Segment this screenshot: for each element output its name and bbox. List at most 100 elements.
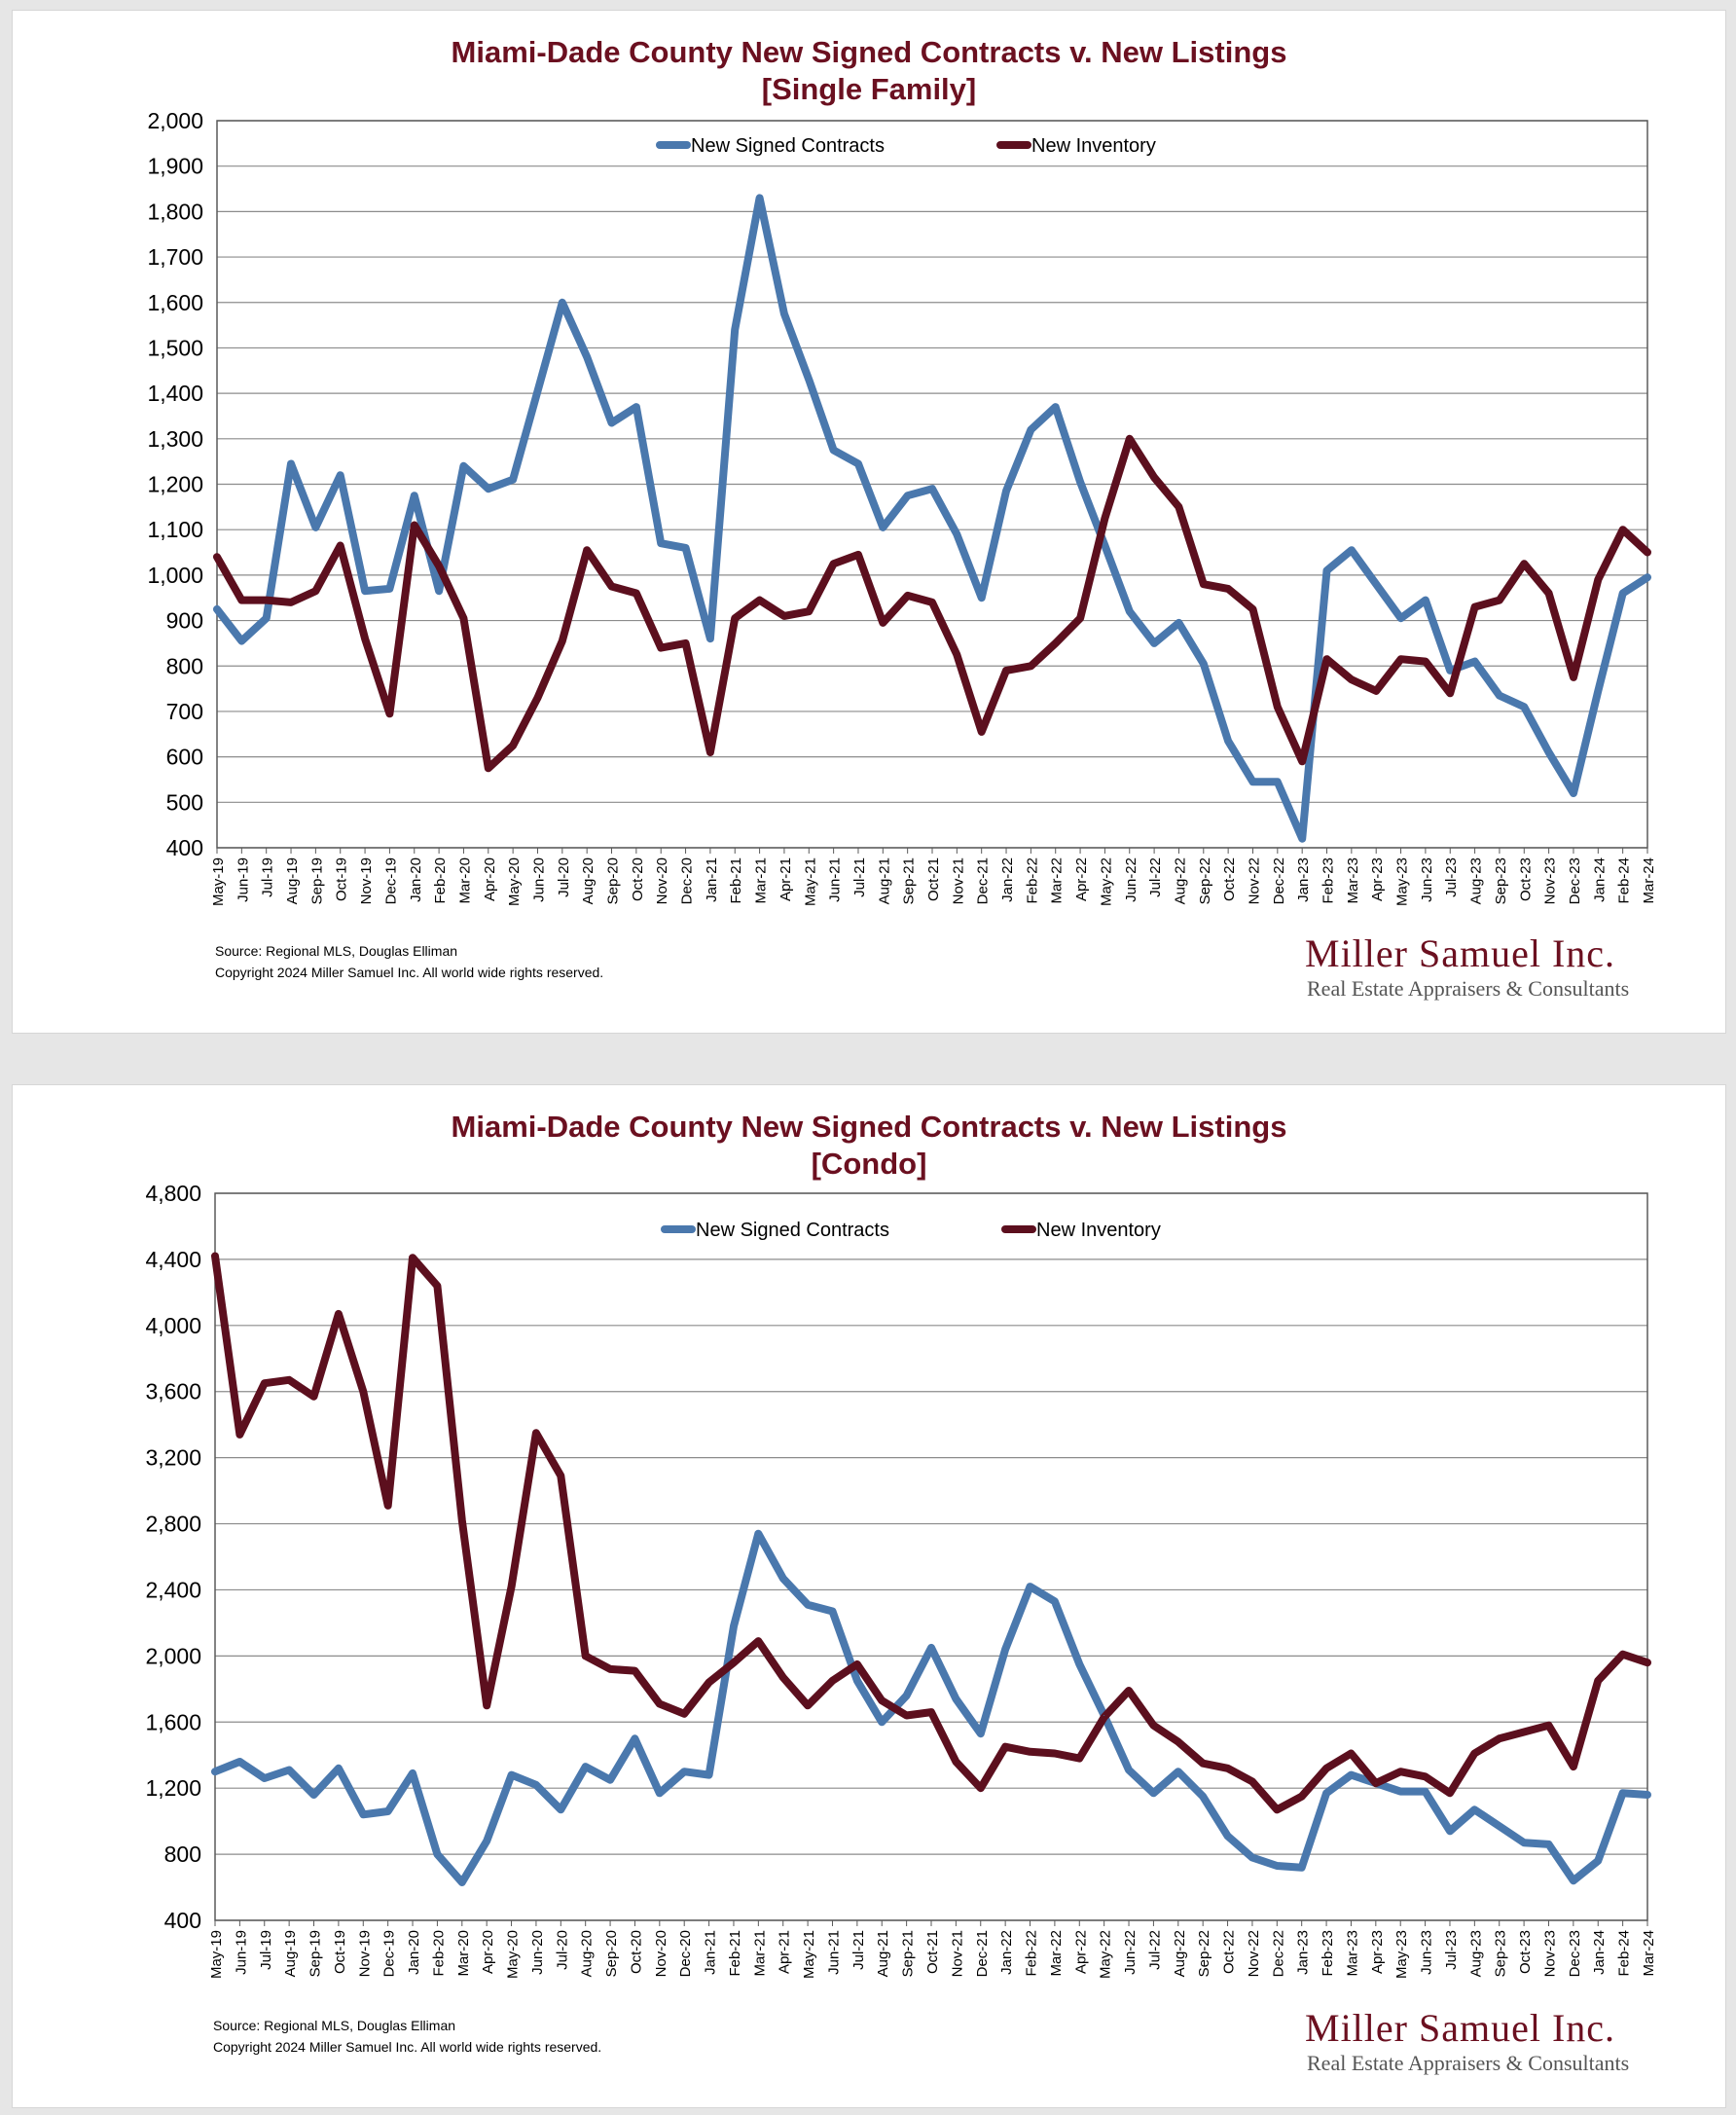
data-point bbox=[1425, 1775, 1427, 1777]
data-point bbox=[1325, 1792, 1327, 1794]
data-point bbox=[611, 421, 613, 423]
x-tick-label: Nov-22 bbox=[1246, 857, 1262, 904]
data-point bbox=[1079, 481, 1081, 483]
data-point bbox=[266, 617, 268, 619]
data-point bbox=[1177, 1770, 1179, 1772]
data-point bbox=[1400, 658, 1402, 660]
data-point bbox=[1055, 406, 1057, 408]
data-point bbox=[609, 1779, 611, 1781]
data-point bbox=[759, 600, 761, 602]
data-point bbox=[1375, 690, 1377, 692]
x-tick-label: Sep-19 bbox=[307, 1930, 324, 1977]
legend-label: New Signed Contracts bbox=[691, 135, 885, 157]
x-tick-label: Jun-21 bbox=[825, 1930, 842, 1975]
series-line-inventory bbox=[211, 1252, 1651, 1814]
x-tick-label: Jan-20 bbox=[406, 1930, 422, 1975]
x-tick-label: Dec-23 bbox=[1567, 1930, 1583, 1977]
x-tick-label: Jun-19 bbox=[233, 1930, 249, 1975]
data-point bbox=[387, 1505, 389, 1507]
x-tick-label: Jul-20 bbox=[556, 857, 572, 897]
y-tick-label: 800 bbox=[166, 653, 203, 678]
x-tick-label: Oct-19 bbox=[332, 1930, 348, 1974]
x-tick-label: Jan-24 bbox=[1591, 1930, 1608, 1975]
x-tick-label: Mar-21 bbox=[751, 1930, 768, 1977]
data-point bbox=[1350, 1753, 1352, 1755]
data-point bbox=[535, 1432, 537, 1434]
x-tick-label: Aug-21 bbox=[875, 1930, 891, 1977]
data-point bbox=[757, 1533, 759, 1535]
data-point bbox=[831, 1680, 833, 1682]
data-point bbox=[1227, 588, 1229, 590]
x-tick-label: Dec-20 bbox=[677, 1930, 694, 1977]
x-tick-label: Jan-23 bbox=[1295, 857, 1312, 902]
y-tick-label: 1,700 bbox=[147, 244, 203, 270]
data-point bbox=[340, 545, 342, 547]
x-tick-label: Dec-19 bbox=[381, 1930, 398, 1977]
data-point bbox=[1103, 545, 1105, 547]
x-tick-label: Dec-22 bbox=[1270, 1930, 1286, 1977]
data-point bbox=[1152, 1725, 1154, 1727]
data-point bbox=[313, 1794, 315, 1796]
data-point bbox=[264, 1382, 266, 1384]
x-tick-label: Apr-20 bbox=[482, 857, 498, 901]
x-tick-label: Sep-23 bbox=[1493, 857, 1509, 904]
x-tick-label: Jul-21 bbox=[850, 1930, 867, 1970]
x-tick-label: Sep-20 bbox=[603, 1930, 620, 1977]
data-point bbox=[1523, 1842, 1525, 1843]
data-point bbox=[290, 462, 292, 464]
data-point bbox=[338, 1313, 340, 1315]
data-point bbox=[585, 1766, 587, 1768]
x-tick-label: Apr-20 bbox=[480, 1930, 496, 1974]
data-point bbox=[438, 590, 440, 592]
x-tick-label: Oct-23 bbox=[1517, 1930, 1534, 1974]
y-tick-label: 1,100 bbox=[147, 517, 203, 542]
data-point bbox=[759, 197, 761, 199]
data-point bbox=[1203, 663, 1205, 665]
y-tick-label: 3,600 bbox=[145, 1379, 201, 1404]
data-point bbox=[1646, 1661, 1648, 1663]
data-point bbox=[881, 1721, 883, 1723]
data-point bbox=[1277, 781, 1279, 783]
data-point bbox=[856, 1680, 858, 1682]
data-point bbox=[1079, 617, 1081, 619]
x-tick-label: Jul-22 bbox=[1147, 857, 1164, 897]
data-point bbox=[362, 1813, 364, 1815]
data-point bbox=[1622, 593, 1624, 595]
data-point bbox=[1597, 579, 1599, 581]
x-tick-label: May-22 bbox=[1098, 1930, 1114, 1979]
data-point bbox=[511, 1774, 513, 1776]
data-point bbox=[536, 390, 538, 392]
data-point bbox=[708, 1774, 710, 1776]
data-point bbox=[956, 654, 958, 656]
x-tick-label: Apr-21 bbox=[777, 1930, 793, 1974]
data-point bbox=[1326, 569, 1328, 571]
data-point bbox=[340, 474, 342, 476]
data-point bbox=[808, 610, 810, 612]
data-point bbox=[512, 745, 514, 747]
x-tick-label: May-20 bbox=[506, 857, 523, 906]
data-point bbox=[1227, 740, 1229, 742]
data-point bbox=[1547, 1725, 1549, 1727]
y-tick-label: 1,200 bbox=[147, 472, 203, 497]
data-point bbox=[314, 590, 316, 592]
data-point bbox=[1202, 1763, 1204, 1765]
data-point bbox=[314, 527, 316, 529]
data-point bbox=[288, 1379, 290, 1381]
chart-title: Miami-Dade County New Signed Contracts v… bbox=[451, 1110, 1287, 1144]
data-point bbox=[783, 615, 785, 617]
data-point bbox=[757, 1640, 759, 1642]
y-tick-label: 500 bbox=[166, 789, 203, 815]
data-point bbox=[635, 406, 637, 408]
x-tick-label: Nov-22 bbox=[1246, 1930, 1262, 1977]
data-point bbox=[461, 1881, 463, 1883]
data-point bbox=[1326, 658, 1328, 660]
x-tick-label: Sep-20 bbox=[605, 857, 622, 904]
data-point bbox=[782, 1578, 784, 1580]
data-point bbox=[1103, 1714, 1105, 1716]
data-point bbox=[438, 565, 440, 567]
data-point bbox=[683, 1713, 685, 1715]
brand-logo: Miller Samuel Inc. bbox=[1305, 931, 1616, 975]
data-point bbox=[1499, 600, 1501, 602]
data-point bbox=[1375, 583, 1377, 585]
data-point bbox=[1473, 1753, 1475, 1755]
